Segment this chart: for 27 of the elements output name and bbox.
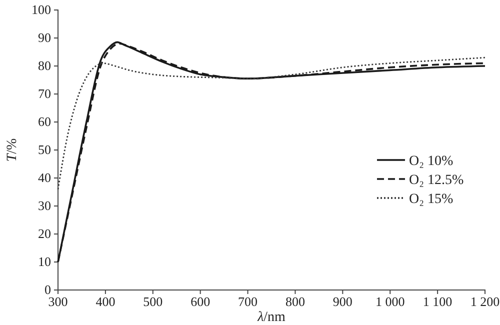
x-tick-label: 1 200 bbox=[470, 294, 500, 310]
y-tick-label: 10 bbox=[38, 254, 51, 270]
legend-label: O₂ 15% bbox=[409, 192, 454, 207]
x-tick-label: 700 bbox=[238, 294, 258, 310]
line-series bbox=[57, 56, 486, 190]
x-tick-label: 1 100 bbox=[422, 294, 452, 310]
x-tick-label: 600 bbox=[190, 294, 210, 310]
y-tick-label: 90 bbox=[38, 30, 51, 46]
x-tick-label: 500 bbox=[143, 294, 163, 310]
y-tick-label: 50 bbox=[38, 142, 51, 158]
y-tick-label: 70 bbox=[38, 86, 51, 102]
y-tick-label: 60 bbox=[38, 114, 51, 130]
y-tick-label: 100 bbox=[32, 2, 51, 18]
legend-label: O₂ 10% bbox=[409, 154, 454, 169]
x-tick-label: 300 bbox=[48, 294, 68, 310]
y-tick-label: 40 bbox=[38, 170, 51, 186]
x-axis-title: λ/nm bbox=[256, 310, 286, 325]
x-tick-label: 400 bbox=[96, 294, 116, 310]
y-tick-label: 80 bbox=[38, 58, 51, 74]
legend-label: O₂ 12.5% bbox=[409, 173, 464, 188]
y-axis-title: T/% bbox=[5, 138, 20, 162]
x-tick-label: 1 000 bbox=[375, 294, 405, 310]
y-tick-label: 30 bbox=[38, 198, 51, 214]
y-tick-label: 20 bbox=[38, 226, 51, 242]
x-tick-label: 800 bbox=[285, 294, 305, 310]
x-tick-label: 900 bbox=[332, 294, 352, 310]
y-tick-label: 0 bbox=[44, 282, 51, 298]
